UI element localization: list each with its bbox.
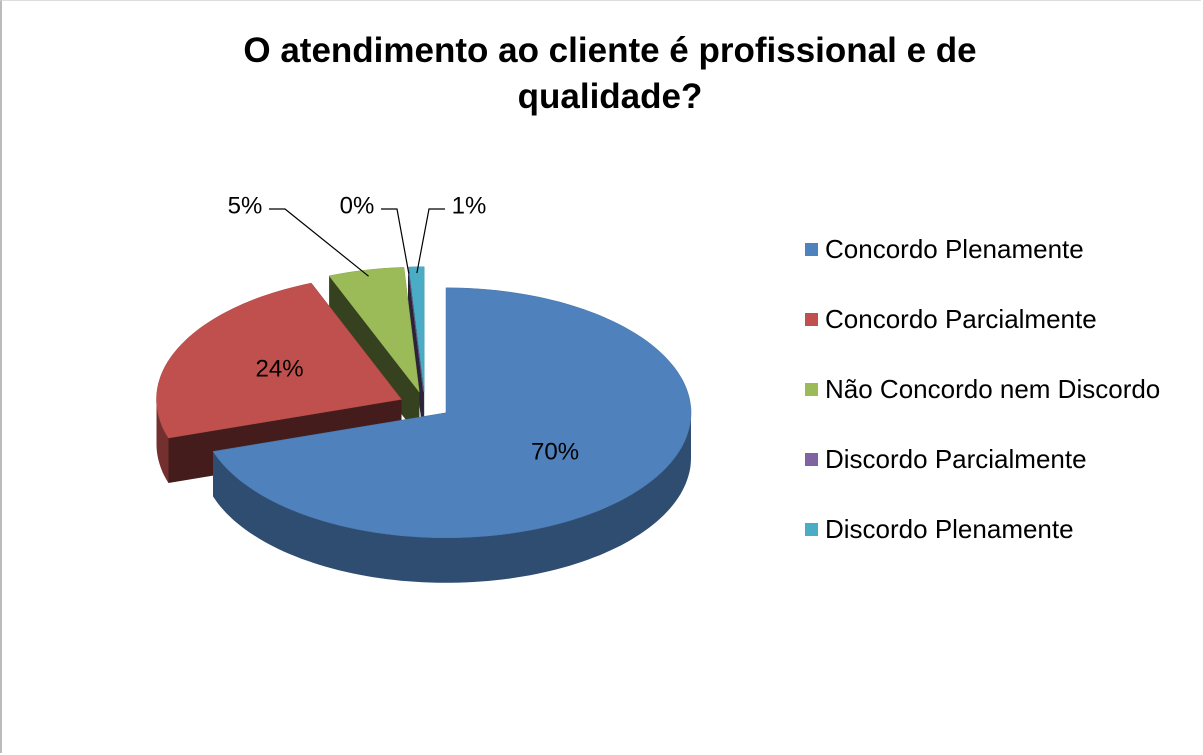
legend-label: Concordo Plenamente bbox=[825, 234, 1084, 264]
legend-swatch bbox=[805, 453, 818, 466]
legend-label: Discordo Parcialmente bbox=[825, 444, 1087, 474]
legend: Concordo Plenamente Concordo Parcialmente… bbox=[805, 232, 1195, 582]
legend-swatch bbox=[805, 523, 818, 536]
data-label: 70% bbox=[531, 439, 579, 466]
legend-swatch bbox=[805, 383, 818, 396]
legend-item: Discordo Plenamente bbox=[805, 512, 1195, 546]
legend-label: Não Concordo nem Discordo bbox=[825, 374, 1161, 404]
slice bbox=[212, 287, 692, 583]
legend-swatch bbox=[805, 313, 818, 326]
leader-line bbox=[269, 208, 369, 277]
legend-item: Discordo Parcialmente bbox=[805, 442, 1195, 476]
slice-top bbox=[328, 267, 420, 393]
slice-top bbox=[156, 282, 402, 439]
data-label: 5% bbox=[228, 192, 263, 219]
chart-title: O atendimento ao cliente é profissional … bbox=[243, 31, 977, 116]
data-label: 24% bbox=[256, 355, 304, 382]
legend-label: Concordo Parcialmente bbox=[825, 304, 1097, 334]
slice-top bbox=[408, 266, 425, 392]
legend-item: Concordo Plenamente bbox=[805, 232, 1195, 266]
data-label: 1% bbox=[452, 192, 487, 219]
legend-swatch bbox=[805, 243, 818, 256]
legend-item: Não Concordo nem Discordo bbox=[805, 372, 1195, 406]
slice-side bbox=[156, 399, 169, 483]
legend-label: Discordo Plenamente bbox=[825, 514, 1074, 544]
leader-line bbox=[416, 208, 445, 274]
data-label: 0% bbox=[340, 192, 375, 219]
slice-wall bbox=[408, 267, 424, 437]
legend-item: Concordo Parcialmente bbox=[805, 302, 1195, 336]
leader-line bbox=[381, 208, 410, 274]
slice-side bbox=[213, 412, 691, 583]
slice-top bbox=[212, 287, 692, 539]
